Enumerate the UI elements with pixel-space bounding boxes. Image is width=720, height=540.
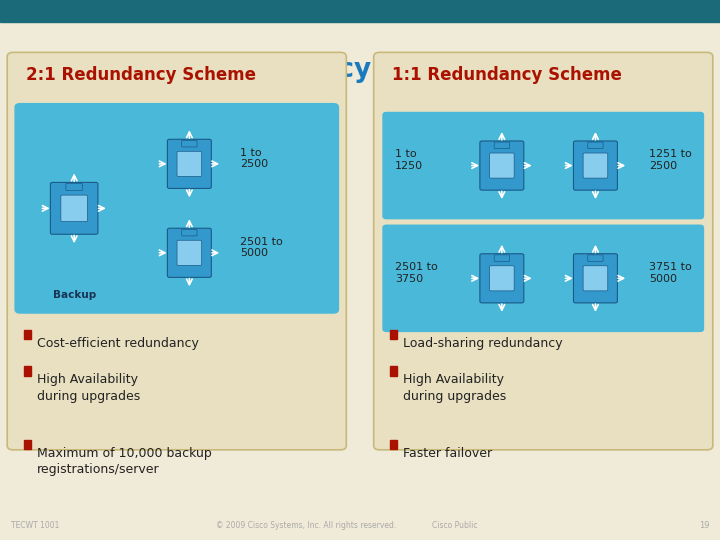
Text: 1 to
1250: 1 to 1250 bbox=[395, 150, 423, 171]
FancyBboxPatch shape bbox=[583, 153, 608, 178]
Bar bbox=[390, 329, 397, 339]
Text: Load-sharing redundancy: Load-sharing redundancy bbox=[403, 336, 563, 349]
FancyBboxPatch shape bbox=[382, 225, 704, 332]
Text: Cost-efficient redundancy: Cost-efficient redundancy bbox=[37, 336, 199, 349]
Text: 2501 to
5000: 2501 to 5000 bbox=[240, 237, 282, 258]
FancyBboxPatch shape bbox=[382, 112, 704, 219]
Text: 3751 to
5000: 3751 to 5000 bbox=[649, 262, 692, 284]
FancyBboxPatch shape bbox=[574, 254, 618, 303]
Text: 1251 to
2500: 1251 to 2500 bbox=[649, 150, 692, 171]
Text: Cisco Public: Cisco Public bbox=[432, 521, 477, 530]
Text: Faster failover: Faster failover bbox=[403, 447, 492, 460]
FancyBboxPatch shape bbox=[177, 240, 202, 265]
FancyBboxPatch shape bbox=[494, 142, 510, 149]
Text: High Availability
during upgrades: High Availability during upgrades bbox=[37, 373, 140, 403]
FancyBboxPatch shape bbox=[167, 228, 212, 278]
FancyBboxPatch shape bbox=[66, 184, 83, 191]
Text: 1:1 Redundancy Scheme: 1:1 Redundancy Scheme bbox=[392, 66, 622, 84]
FancyBboxPatch shape bbox=[60, 195, 88, 221]
FancyBboxPatch shape bbox=[14, 103, 339, 314]
Bar bbox=[24, 366, 31, 376]
Text: TECWT 1001: TECWT 1001 bbox=[11, 521, 59, 530]
Text: © 2009 Cisco Systems, Inc. All rights reserved.: © 2009 Cisco Systems, Inc. All rights re… bbox=[216, 521, 396, 530]
Text: High Availability
during upgrades: High Availability during upgrades bbox=[403, 373, 506, 403]
FancyBboxPatch shape bbox=[177, 151, 202, 177]
Text: 2:1 Redundancy Scheme: 2:1 Redundancy Scheme bbox=[26, 66, 256, 84]
Text: Unified CM Redundancy: Unified CM Redundancy bbox=[18, 57, 372, 83]
FancyBboxPatch shape bbox=[181, 140, 197, 147]
FancyBboxPatch shape bbox=[588, 255, 603, 261]
Text: Maximum of 10,000 backup
registrations/server: Maximum of 10,000 backup registrations/s… bbox=[37, 447, 212, 476]
Text: 19: 19 bbox=[698, 521, 709, 530]
FancyBboxPatch shape bbox=[7, 52, 346, 450]
FancyBboxPatch shape bbox=[480, 254, 524, 303]
FancyBboxPatch shape bbox=[480, 141, 524, 190]
FancyBboxPatch shape bbox=[490, 266, 514, 291]
Text: MCS 7835 Supports 2500 Phones/Server: MCS 7835 Supports 2500 Phones/Server bbox=[18, 116, 315, 131]
FancyBboxPatch shape bbox=[374, 52, 713, 450]
Text: 1 to
2500: 1 to 2500 bbox=[240, 147, 268, 169]
Text: 1:1 vs. 2:1 Redundancy: 1:1 vs. 2:1 Redundancy bbox=[18, 97, 191, 112]
FancyBboxPatch shape bbox=[50, 183, 98, 234]
FancyBboxPatch shape bbox=[167, 139, 212, 188]
FancyBboxPatch shape bbox=[494, 255, 510, 261]
Bar bbox=[24, 329, 31, 339]
Bar bbox=[390, 440, 397, 449]
FancyBboxPatch shape bbox=[583, 266, 608, 291]
Text: 2501 to
3750: 2501 to 3750 bbox=[395, 262, 438, 284]
Bar bbox=[24, 440, 31, 449]
Bar bbox=[0, 0, 720, 22]
FancyBboxPatch shape bbox=[574, 141, 618, 190]
FancyBboxPatch shape bbox=[181, 230, 197, 236]
Text: Backup: Backup bbox=[53, 289, 96, 300]
Bar bbox=[390, 366, 397, 376]
FancyBboxPatch shape bbox=[588, 142, 603, 149]
FancyBboxPatch shape bbox=[490, 153, 514, 178]
